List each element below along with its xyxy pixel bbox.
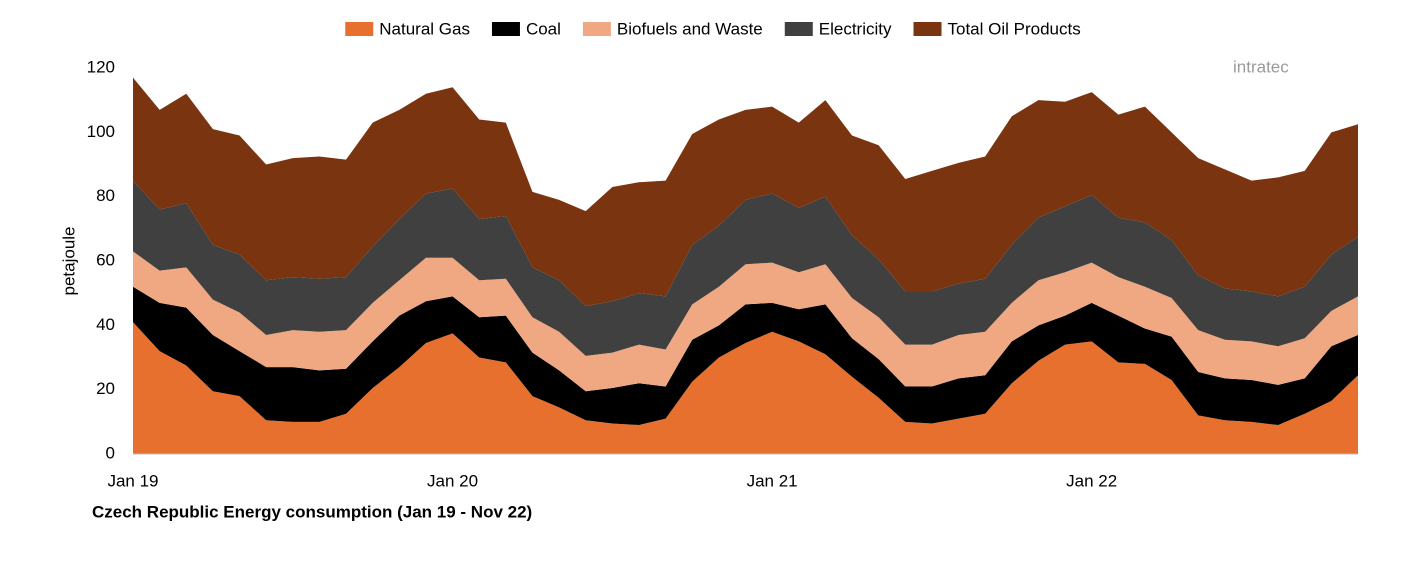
legend-swatch: [582, 22, 611, 36]
legend: Natural Gas Coal Biofuels and Waste Electri…: [345, 19, 1081, 38]
legend-label: Natural Gas: [379, 19, 470, 38]
legend-swatch: [784, 22, 813, 36]
y-tick-label: 60: [96, 250, 115, 269]
legend-label: Biofuels and Waste: [617, 19, 763, 38]
y-tick-label: 80: [96, 186, 115, 205]
y-tick-label: 120: [87, 57, 115, 76]
legend-label: Total Oil Products: [948, 19, 1081, 38]
y-tick-label: 100: [87, 122, 115, 141]
x-tick-label: Jan 21: [747, 471, 798, 490]
area: [133, 286, 1358, 426]
area: [133, 77, 1358, 307]
legend-label: Electricity: [819, 19, 892, 38]
area: [133, 322, 1358, 454]
logo: intratec: [1233, 57, 1289, 76]
area: [133, 180, 1358, 356]
y-axis-label: petajoule: [59, 226, 78, 295]
x-tick-label: Jan 19: [107, 471, 158, 490]
y-tick-label: 20: [96, 379, 115, 398]
y-tick-label: 40: [96, 315, 115, 334]
x-tick-label: Jan 22: [1066, 471, 1117, 490]
legend-label: Coal: [526, 19, 561, 38]
legend-swatch: [345, 22, 374, 36]
legend-swatch: [913, 22, 942, 36]
x-tick-label: Jan 20: [427, 471, 478, 490]
legend-swatch: [491, 22, 520, 36]
area: [133, 251, 1358, 392]
chart-title: Czech Republic Energy consumption (Jan 1…: [92, 502, 532, 521]
y-tick-label: 0: [106, 443, 115, 462]
